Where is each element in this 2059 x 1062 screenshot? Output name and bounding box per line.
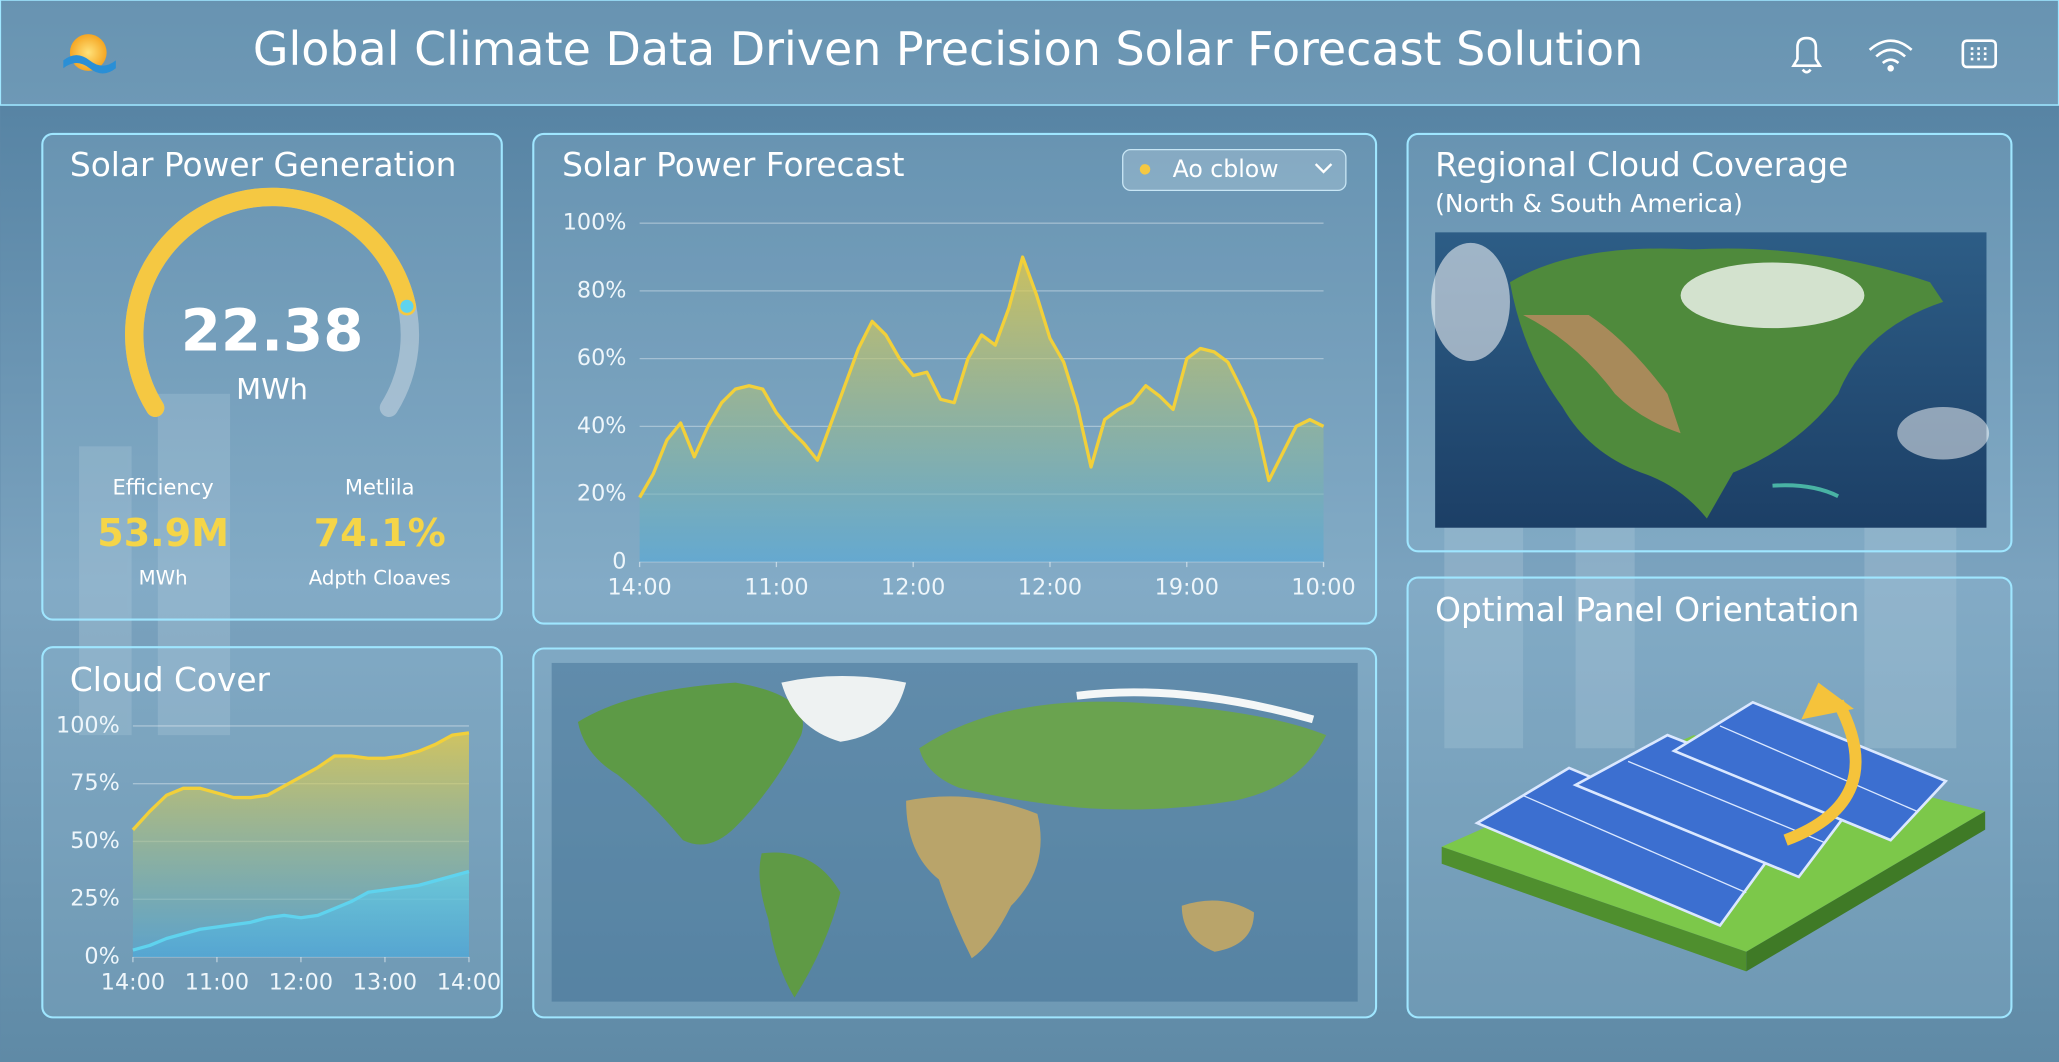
stat-unit: Adpth Cloaves <box>309 566 451 589</box>
stat-label: Metlila <box>345 475 415 499</box>
stat-value: 53.9M <box>97 511 229 555</box>
stat-value: 74.1% <box>314 511 446 555</box>
y-tick-label: 100% <box>56 712 120 738</box>
panel-title: Optimal Panel Orientation <box>1435 591 1859 629</box>
gauge-fill <box>125 187 417 417</box>
panel-title: Solar Power Generation <box>70 146 457 184</box>
satellite-map <box>1431 232 1990 528</box>
dropdown[interactable]: Ao cblow <box>1122 148 1347 192</box>
panel-subtitle: (North & South America) <box>1435 189 1743 218</box>
stat-label: Efficiency <box>113 475 214 499</box>
logo <box>63 34 116 74</box>
x-tick-label: 12:00 <box>1018 575 1082 601</box>
y-tick-label: 100% <box>563 210 627 236</box>
area-line <box>132 869 470 952</box>
y-tick-label: 60% <box>577 345 627 371</box>
x-tick-label: 19:00 <box>1155 575 1219 601</box>
solar-panel-illustration <box>1441 682 1986 972</box>
panel-title: Cloud Cover <box>70 661 271 699</box>
area-line <box>131 731 470 832</box>
stat-unit: MWh <box>139 566 188 589</box>
panel-title: Regional Cloud Coverage <box>1435 146 1848 184</box>
x-tick-label: 11:00 <box>185 970 249 996</box>
y-tick-label: 80% <box>577 277 627 303</box>
y-tick-label: 20% <box>577 481 627 507</box>
grid-icon[interactable] <box>1961 39 1997 69</box>
world-map <box>551 662 1358 1002</box>
header-title: Global Climate Data Driven Precision Sol… <box>253 22 1643 76</box>
panel-title: Solar Power Forecast <box>562 146 905 184</box>
city-silhouette <box>79 393 1957 749</box>
area-line <box>638 255 1325 499</box>
y-tick-label: 40% <box>577 413 627 439</box>
x-tick-label: 13:00 <box>353 970 417 996</box>
bell-icon[interactable] <box>1791 36 1823 74</box>
area-fill <box>639 257 1324 562</box>
x-tick-label: 14:00 <box>437 970 501 996</box>
x-tick-label: 12:00 <box>881 575 945 601</box>
wifi-icon[interactable] <box>1868 39 1913 72</box>
y-tick-label: 0 <box>612 548 626 574</box>
gauge-marker <box>400 299 414 313</box>
y-tick-label: 25% <box>70 886 120 912</box>
x-tick-label: 14:00 <box>101 970 165 996</box>
x-tick-label: 11:00 <box>744 575 808 601</box>
dropdown-label: Ao cblow <box>1173 155 1279 183</box>
y-tick-label: 0% <box>84 943 119 969</box>
gauge-unit: MWh <box>236 372 308 406</box>
x-tick-label: 14:00 <box>607 575 671 601</box>
x-tick-label: 12:00 <box>269 970 333 996</box>
gauge-value: 22.38 <box>181 296 364 364</box>
header-bar <box>0 0 2059 106</box>
y-tick-label: 50% <box>70 828 120 854</box>
y-tick-label: 75% <box>70 770 120 796</box>
x-tick-label: 10:00 <box>1291 575 1355 601</box>
area-fill <box>132 871 469 957</box>
